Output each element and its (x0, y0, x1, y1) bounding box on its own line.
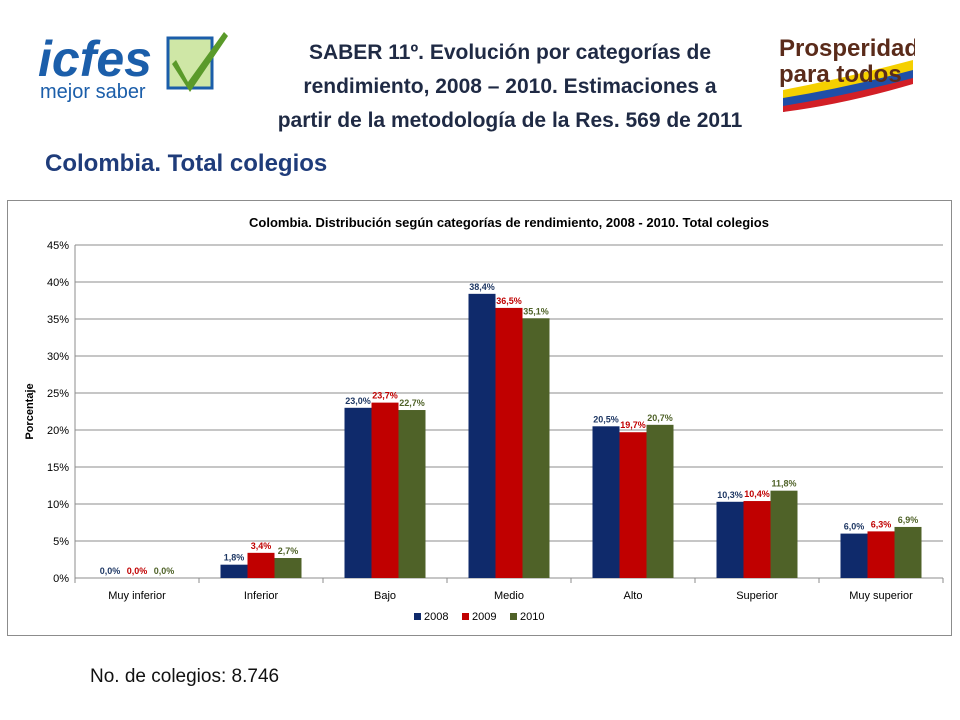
y-tick-label: 5% (53, 536, 69, 548)
data-label-2009: 3,4% (251, 541, 272, 551)
bar-2010 (894, 526, 922, 578)
data-label-2008: 23,0% (345, 396, 371, 406)
bar-2009 (247, 552, 275, 578)
y-axis-label: Porcentaje (24, 383, 36, 439)
data-label-2008: 38,4% (469, 282, 495, 292)
slide-title: SABER 11º. Evolución por categorías de r… (230, 36, 790, 138)
bar-2010 (274, 558, 302, 578)
icfes-logo: icfes mejor saber (38, 31, 228, 103)
x-tick-label: Medio (494, 590, 524, 602)
school-count: No. de colegios: 8.746 (90, 666, 280, 687)
slide-title-line-3: partir de la metodología de la Res. 569 … (277, 109, 743, 132)
chart-title: Colombia. Distribución según categorías … (249, 215, 769, 230)
slide-subtitle: Colombia. Total colegios (45, 150, 328, 177)
bar-2010 (646, 424, 674, 578)
y-tick-label: 30% (47, 351, 69, 363)
x-tick-label: Bajo (374, 590, 396, 602)
bar-2009 (619, 432, 647, 578)
x-tick-label: Muy inferior (108, 590, 166, 602)
bar-2008 (468, 293, 496, 578)
data-label-2009: 19,7% (620, 420, 646, 430)
slide-title-line-2: rendimiento, 2008 – 2010. Estimaciones a (303, 75, 717, 98)
bar-2008 (840, 533, 868, 578)
data-label-2008: 0,0% (100, 566, 121, 576)
prosperidad-line1: Prosperidad (779, 35, 915, 62)
x-tick-label: Inferior (244, 590, 279, 602)
bar-2009 (867, 531, 895, 578)
legend-swatch-2008 (414, 613, 421, 620)
data-label-2009: 0,0% (127, 566, 148, 576)
data-label-2009: 23,7% (372, 391, 398, 401)
data-label-2010: 35,1% (523, 306, 549, 316)
data-label-2010: 20,7% (647, 413, 673, 423)
y-tick-label: 25% (47, 388, 69, 400)
y-tick-label: 15% (47, 462, 69, 474)
bar-2009 (495, 307, 523, 578)
data-label-2010: 2,7% (278, 546, 299, 556)
y-tick-label: 0% (53, 573, 69, 585)
bar-chart: Colombia. Distribución según categorías … (24, 215, 944, 623)
data-label-2009: 10,4% (744, 489, 770, 499)
x-tick-label: Muy superior (849, 590, 913, 602)
legend-label-2010: 2010 (520, 611, 544, 623)
x-tick-label: Alto (624, 590, 643, 602)
y-tick-label: 45% (47, 240, 69, 252)
bar-2010 (522, 318, 550, 578)
data-label-2010: 22,7% (399, 398, 425, 408)
data-label-2010: 0,0% (154, 566, 175, 576)
prosperidad-logo: Prosperidad para todos (779, 35, 915, 112)
legend-label-2008: 2008 (424, 611, 448, 623)
prosperidad-line2: para todos (779, 61, 902, 88)
data-label-2008: 1,8% (224, 553, 245, 563)
data-label-2008: 20,5% (593, 414, 619, 424)
y-tick-label: 10% (47, 499, 69, 511)
legend-label-2009: 2009 (472, 611, 496, 623)
data-label-2009: 36,5% (496, 296, 522, 306)
data-label-2010: 6,9% (898, 515, 919, 525)
data-label-2009: 6,3% (871, 519, 892, 529)
bar-2009 (743, 501, 771, 578)
data-label-2008: 6,0% (844, 522, 865, 532)
bar-2010 (770, 490, 798, 578)
icfes-logo-tagline: mejor saber (40, 81, 146, 103)
legend-swatch-2009 (462, 613, 469, 620)
slide-title-line-1: SABER 11º. Evolución por categorías de (308, 41, 712, 64)
chart-frame: Colombia. Distribución según categorías … (7, 200, 952, 636)
data-label-2010: 11,8% (771, 479, 796, 489)
data-label-2008: 10,3% (717, 490, 743, 500)
bar-2008 (716, 501, 744, 578)
y-tick-label: 40% (47, 277, 69, 289)
bar-2010 (398, 410, 426, 578)
y-tick-label: 20% (47, 425, 69, 437)
checkmark-icon (172, 32, 228, 92)
bar-2008 (344, 407, 372, 578)
bar-2008 (592, 426, 620, 578)
y-tick-label: 35% (47, 314, 69, 326)
bar-2008 (220, 564, 248, 578)
legend-swatch-2010 (510, 613, 517, 620)
x-tick-label: Superior (736, 590, 778, 602)
icfes-logo-word: icfes (38, 31, 152, 87)
bar-2009 (371, 402, 399, 578)
